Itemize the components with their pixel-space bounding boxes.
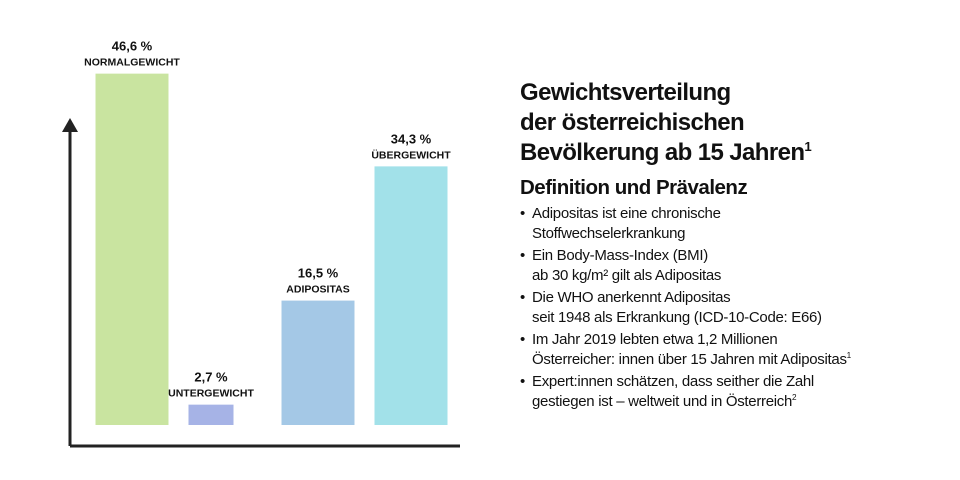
footnote-mark: 1 bbox=[804, 138, 812, 154]
bar bbox=[188, 404, 234, 425]
bullet-list: Adipositas ist eine chronische Stoffwechs… bbox=[520, 204, 950, 412]
footnote-mark: 2 bbox=[792, 393, 797, 403]
bullet-line: ab 30 kg/m² gilt als Adipositas bbox=[532, 266, 950, 286]
category-label: UNTERGEWICHT bbox=[168, 388, 254, 400]
category-label: NORMALGEWICHT bbox=[84, 57, 180, 69]
chart: 46,6 % NORMALGEWICHT 2,7 % UNTERGEWICHT 16,5… bbox=[62, 39, 460, 448]
bullet-line: Im Jahr 2019 lebten etwa 1,2 Millionen bbox=[532, 330, 950, 350]
bullet-item: Ein Body-Mass-Index (BMI) ab 30 kg/m² gil… bbox=[520, 246, 950, 286]
title-text: der österreichischen bbox=[520, 109, 745, 136]
bullet-text: gestiegen ist – weltweit und in Österrei… bbox=[532, 393, 793, 410]
subtitle: Definition und Prävalenz bbox=[520, 176, 748, 199]
bullet-item: Die WHO anerkennt Adipositas seit 1948 al… bbox=[520, 288, 950, 328]
bullet-text: Stoffwechselerkrankung bbox=[532, 225, 686, 242]
title-text: Gewichtsverteilung bbox=[520, 79, 731, 106]
bullet-line: Die WHO anerkennt Adipositas bbox=[532, 288, 950, 308]
title-line: Gewichtsverteilung bbox=[520, 78, 950, 108]
bullet-line: Expert:innen schätzen, dass seither die … bbox=[532, 372, 950, 392]
value-label: 16,5 % bbox=[298, 266, 339, 281]
bullet-line: Österreicher: innen über 15 Jahren mit A… bbox=[532, 350, 950, 370]
bullet-line: Stoffwechselerkrankung bbox=[532, 224, 950, 244]
bar bbox=[95, 73, 169, 426]
bullet-text: ab 30 kg/m² gilt als Adipositas bbox=[532, 267, 722, 284]
axes bbox=[62, 118, 460, 448]
title-line: der österreichischen bbox=[520, 108, 950, 138]
bullet-line: Adipositas ist eine chronische bbox=[532, 204, 950, 224]
title-text: Bevölkerung ab 15 Jahren bbox=[520, 139, 805, 166]
bullet-text: Im Jahr 2019 lebten etwa 1,2 Millionen bbox=[532, 331, 778, 348]
y-axis-arrow bbox=[62, 118, 78, 132]
value-label: 34,3 % bbox=[391, 131, 432, 146]
bullet-text: seit 1948 als Erkrankung (ICD-10-Code: E… bbox=[532, 309, 822, 326]
bullet-text: Expert:innen schätzen, dass seither die … bbox=[532, 373, 814, 390]
bar bbox=[281, 300, 355, 425]
bullet-text: Die WHO anerkennt Adipositas bbox=[532, 289, 731, 306]
bullet-text: Ein Body-Mass-Index (BMI) bbox=[532, 247, 708, 264]
footnote-mark: 1 bbox=[846, 351, 852, 361]
bullet-item: Expert:innen schätzen, dass seither die … bbox=[520, 372, 950, 412]
category-label: ÜBERGEWICHT bbox=[371, 148, 451, 161]
bullet-line: seit 1948 als Erkrankung (ICD-10-Code: E… bbox=[532, 308, 950, 328]
bullet-line: gestiegen ist – weltweit und in Österrei… bbox=[532, 392, 950, 412]
bullet-item: Adipositas ist eine chronische Stoffwechs… bbox=[520, 204, 950, 244]
text-panel: Gewichtsverteilung der österreichischen Be… bbox=[520, 78, 950, 414]
category-label: ADIPOSITAS bbox=[286, 284, 349, 296]
bullet-text: Adipositas ist eine chronische bbox=[532, 205, 721, 222]
bullet-text: Österreicher: innen über 15 Jahren mit A… bbox=[532, 351, 847, 368]
value-label: 46,6 % bbox=[112, 39, 153, 54]
bar bbox=[374, 166, 448, 426]
bullet-item: Im Jahr 2019 lebten etwa 1,2 Millionen Ös… bbox=[520, 330, 950, 370]
title: Gewichtsverteilung der österreichischen Be… bbox=[520, 78, 950, 168]
title-line: Bevölkerung ab 15 Jahren1 bbox=[520, 138, 950, 168]
bullet-line: Ein Body-Mass-Index (BMI) bbox=[532, 246, 950, 266]
value-label: 2,7 % bbox=[194, 370, 228, 385]
